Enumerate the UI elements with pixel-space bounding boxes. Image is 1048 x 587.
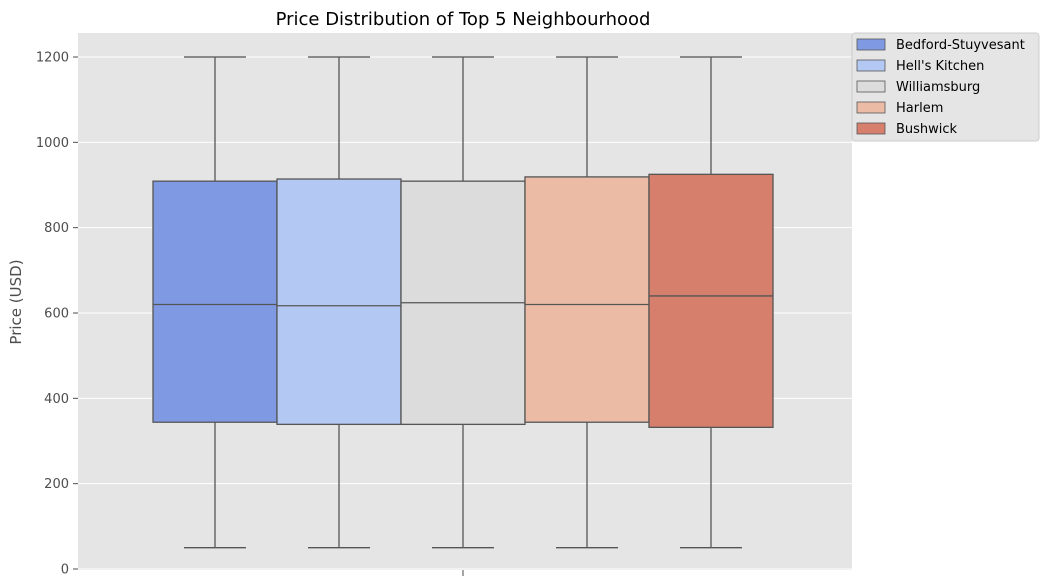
box-iqr <box>524 176 650 423</box>
y-tick-label: 0 <box>61 563 69 578</box>
y-axis-label: Price (USD) <box>7 259 25 344</box>
y-tick-label: 1200 <box>36 51 69 66</box>
legend-label: Williamsburg <box>896 80 980 95</box>
legend-swatch <box>856 38 886 51</box>
boxes <box>152 56 774 549</box>
legend: Bedford-Stuyvesant Hell's Kitchen Williams… <box>851 32 1040 142</box>
y-axis-ticks: 0 200 400 600 800 1000 1200 <box>36 51 78 578</box>
legend-label: Hell's Kitchen <box>896 59 984 74</box>
legend-swatch <box>856 80 886 93</box>
legend-swatch <box>856 59 886 72</box>
legend-label: Harlem <box>896 101 943 116</box>
y-tick-label: 600 <box>44 307 69 322</box>
y-tick-label: 200 <box>44 477 69 492</box>
box-williamsburg <box>400 56 526 549</box>
box-hell-s-kitchen <box>276 56 402 549</box>
box-harlem <box>524 56 650 549</box>
box-bushwick <box>648 56 774 549</box>
legend-label: Bedford-Stuyvesant <box>896 38 1025 53</box>
legend-swatch <box>856 101 886 114</box>
box-iqr <box>152 180 278 423</box>
chart-title: Price Distribution of Top 5 Neighbourhoo… <box>276 9 651 30</box>
box-iqr <box>276 178 402 426</box>
legend-frame <box>851 32 1040 142</box>
legend-label: Bushwick <box>896 122 958 137</box>
y-tick-label: 1000 <box>36 136 69 151</box>
legend-swatch <box>856 122 886 135</box>
y-tick-label: 800 <box>44 221 69 236</box>
y-tick-label: 400 <box>44 392 69 407</box>
box-iqr <box>648 173 774 428</box>
